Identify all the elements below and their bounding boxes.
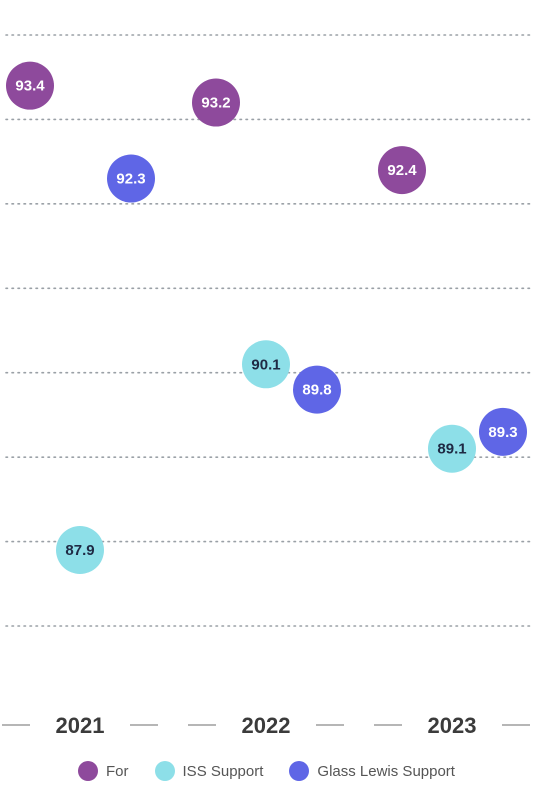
data-label: 92.4: [387, 162, 417, 179]
data-point-marker: [192, 78, 240, 127]
data-label: 89.1: [437, 441, 466, 458]
data-points: 93.4 93.2 92.4 87.9 90.1 89.1 92.3 89.8 89.3: [6, 61, 527, 575]
legend-label: Glass Lewis Support: [317, 762, 455, 780]
legend-swatch: [154, 761, 175, 781]
x-tick-label: 2021: [56, 713, 105, 738]
data-point-marker: [6, 61, 54, 110]
data-label: 87.9: [65, 542, 94, 559]
data-point-marker: [107, 154, 155, 203]
legend-label: ISS Support: [182, 762, 264, 780]
legend-item: ISS Support: [154, 761, 264, 781]
data-point-marker: [56, 526, 104, 575]
legend-swatch: [289, 761, 310, 781]
legend-swatch: [78, 761, 99, 781]
data-label: 89.3: [488, 424, 517, 441]
x-axis: 2021 2022 2023: [2, 713, 530, 738]
data-label: 93.2: [201, 95, 230, 112]
data-point-marker: [242, 340, 290, 389]
legend-label: For: [106, 762, 129, 780]
data-point-marker: [479, 407, 527, 456]
data-label: 89.8: [302, 382, 331, 399]
data-point-marker: [293, 365, 341, 414]
data-point: 89.8: [293, 365, 341, 414]
legend: For ISS Support Glass Lewis Support: [0, 756, 533, 786]
data-label: 92.3: [116, 171, 145, 188]
data-point-marker: [428, 424, 476, 473]
legend-item: Glass Lewis Support: [289, 761, 455, 781]
data-point: 90.1: [242, 340, 290, 389]
data-point: 93.2: [192, 78, 240, 127]
x-tick-label: 2023: [428, 713, 477, 738]
data-point: 92.4: [378, 146, 426, 195]
data-point: 89.1: [428, 424, 476, 473]
data-point: 87.9: [56, 526, 104, 575]
data-label: 90.1: [251, 356, 280, 373]
data-point: 89.3: [479, 407, 527, 456]
data-point-marker: [378, 146, 426, 195]
data-label: 93.4: [15, 78, 45, 95]
data-point: 93.4: [6, 61, 54, 110]
data-point: 92.3: [107, 154, 155, 203]
legend-item: For: [78, 761, 129, 781]
x-tick-label: 2022: [242, 713, 291, 738]
